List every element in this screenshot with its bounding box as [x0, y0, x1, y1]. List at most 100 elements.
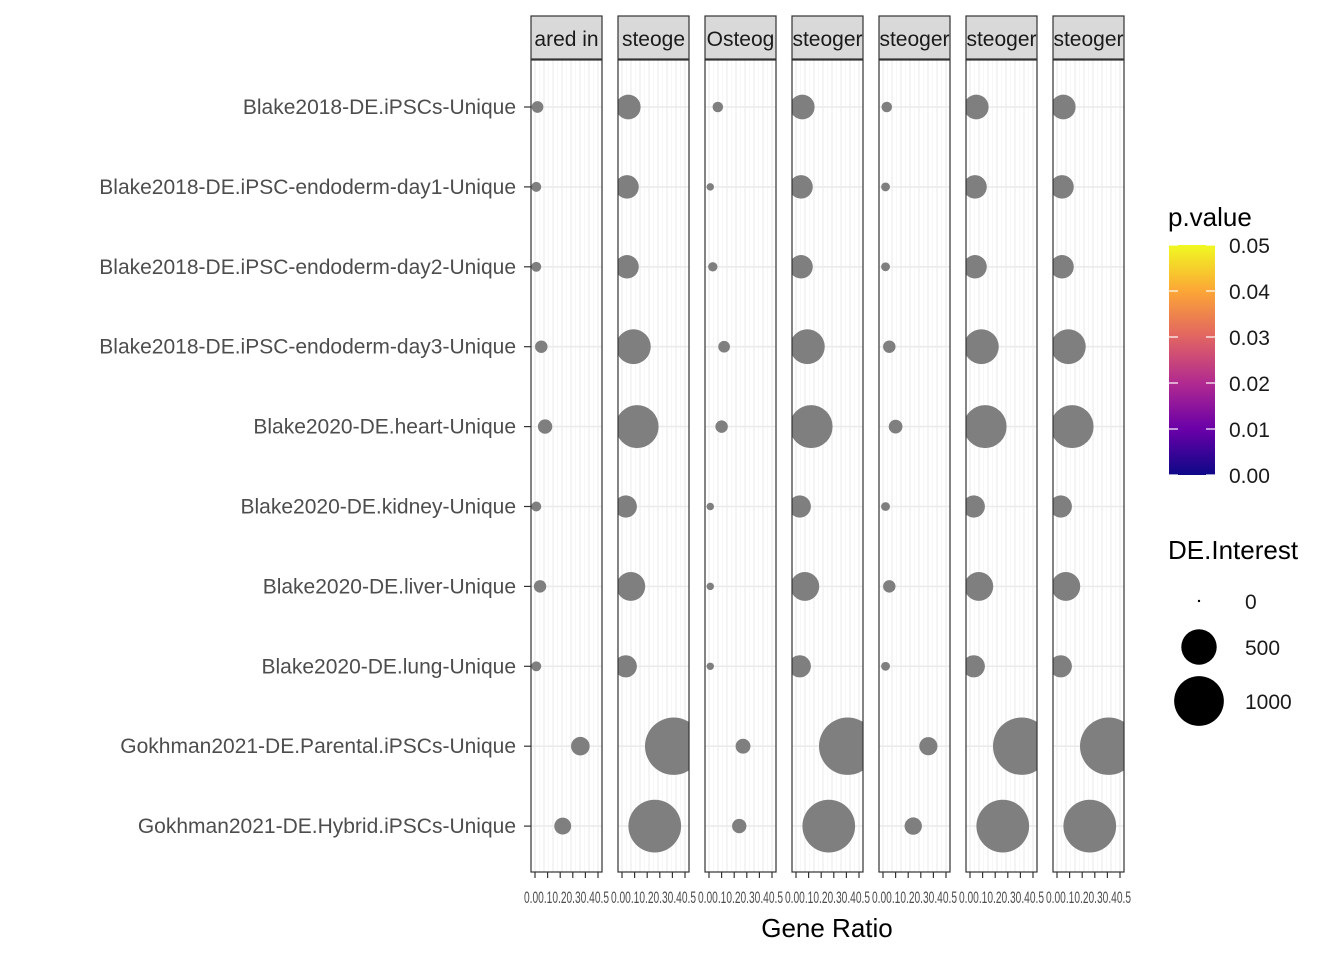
panel-border [704, 59, 777, 873]
data-point [718, 340, 730, 353]
data-point [792, 175, 813, 199]
data-point [1053, 329, 1086, 365]
data-point [1053, 571, 1081, 601]
data-point [966, 175, 987, 199]
x-tick-labels: 0.00.10.20.30.40.5 [1046, 888, 1131, 907]
size-legend-label: 0 [1245, 591, 1257, 614]
data-point [1053, 495, 1072, 518]
y-axis-label: Blake2020-DE.lung-Unique [262, 655, 517, 678]
data-point [644, 717, 689, 775]
data-point [881, 661, 890, 671]
points-group [1053, 94, 1124, 853]
data-point [706, 183, 714, 191]
x-axis-title: Gene Ratio [761, 913, 893, 943]
facet-strip-label: steoger [879, 28, 949, 51]
data-point [732, 818, 747, 834]
data-point [618, 571, 646, 601]
y-axis-label: Blake2018-DE.iPSCs-Unique [243, 96, 516, 119]
data-point [792, 94, 815, 120]
panel-border [791, 59, 864, 873]
y-axis-label: Blake2020-DE.liver-Unique [263, 575, 516, 598]
y-axis-label: Blake2020-DE.kidney-Unique [241, 496, 517, 519]
colorbar-label: 0.01 [1229, 419, 1270, 442]
colorbar-label: 0.05 [1229, 235, 1270, 258]
data-point [618, 655, 637, 678]
data-point [715, 420, 728, 433]
facet-strip [704, 15, 777, 60]
facet-strip-label: Osteog [707, 28, 775, 51]
data-point [533, 580, 547, 593]
data-point [881, 182, 890, 192]
colorbar-label: 0.02 [1229, 373, 1270, 396]
facet-strip-label: steoge [622, 28, 685, 51]
data-point [531, 661, 542, 672]
data-point [966, 405, 1007, 449]
data-point [531, 501, 542, 512]
data-point [618, 405, 659, 449]
data-point [531, 181, 542, 192]
data-point [881, 101, 893, 113]
facet-strip-label: steoger [792, 28, 862, 51]
panel-border [617, 59, 690, 873]
panel-border [965, 59, 1038, 873]
y-axis-label: Blake2020-DE.heart-Unique [253, 416, 516, 439]
size-legend-key [1174, 676, 1224, 726]
facet-strip-label: steoger [1053, 28, 1123, 51]
facet-panel-6: steoger 0.00.10.20.30.40.5 [959, 15, 1044, 907]
data-point [792, 655, 811, 678]
data-point [628, 799, 682, 853]
facet-panel-4: steoger 0.00.10.20.30.40.5 [785, 15, 870, 907]
x-tick-labels: 0.00.10.20.30.40.5 [872, 888, 957, 907]
data-point [1079, 717, 1124, 775]
size-legend-label: 1000 [1245, 691, 1292, 714]
colorbar-label: 0.00 [1229, 465, 1270, 488]
data-point [706, 502, 714, 511]
data-point [571, 736, 590, 756]
y-axis-labels: Blake2018-DE.iPSCs-Unique Blake2018-DE.iP… [99, 96, 531, 838]
data-point [976, 799, 1030, 853]
x-tick-labels: 0.00.10.20.30.40.5 [959, 888, 1044, 907]
data-point [531, 261, 542, 272]
data-point [883, 340, 896, 353]
data-point [618, 329, 651, 365]
data-point [1053, 94, 1076, 120]
size-legend-label: 500 [1245, 637, 1280, 660]
colorbar-label: 0.04 [1229, 281, 1270, 304]
data-point [792, 495, 811, 518]
points-group [966, 94, 1037, 853]
legend-pvalue-title: p.value [1168, 202, 1252, 232]
panel-border [1052, 59, 1125, 873]
facet-panel-7: steoger 0.00.10.20.30.40.5 [1046, 15, 1131, 907]
data-point [1053, 175, 1074, 199]
colorbar-label: 0.03 [1229, 327, 1270, 350]
data-point [883, 580, 896, 593]
facet-strip-label: ared in [534, 28, 598, 51]
x-tick-labels: 0.00.10.20.30.40.5 [785, 888, 870, 907]
data-point [966, 329, 999, 365]
panel-border [878, 59, 951, 873]
x-tick-labels: 0.00.10.20.30.40.5 [611, 888, 696, 907]
data-point [792, 255, 813, 279]
facet-panel-5: steoger 0.00.10.20.30.40.5 [872, 15, 957, 907]
data-point [904, 817, 922, 835]
points-group [881, 101, 938, 835]
size-legend-key [1197, 599, 1201, 603]
data-point [1053, 655, 1072, 678]
facet-strip [878, 15, 951, 60]
data-point [535, 340, 548, 353]
legend-colorbar [1169, 245, 1215, 475]
data-point [618, 495, 637, 518]
data-point [966, 255, 987, 279]
points-group [706, 101, 751, 834]
facet-strip [965, 15, 1038, 60]
data-point [618, 255, 639, 279]
y-axis-label: Blake2018-DE.iPSC-endoderm-day2-Unique [99, 256, 516, 279]
data-point [735, 738, 751, 754]
data-point [618, 175, 639, 199]
data-point [802, 799, 856, 853]
data-point [881, 502, 890, 511]
data-point [966, 655, 985, 678]
data-point [708, 262, 718, 272]
data-point [1063, 799, 1117, 853]
